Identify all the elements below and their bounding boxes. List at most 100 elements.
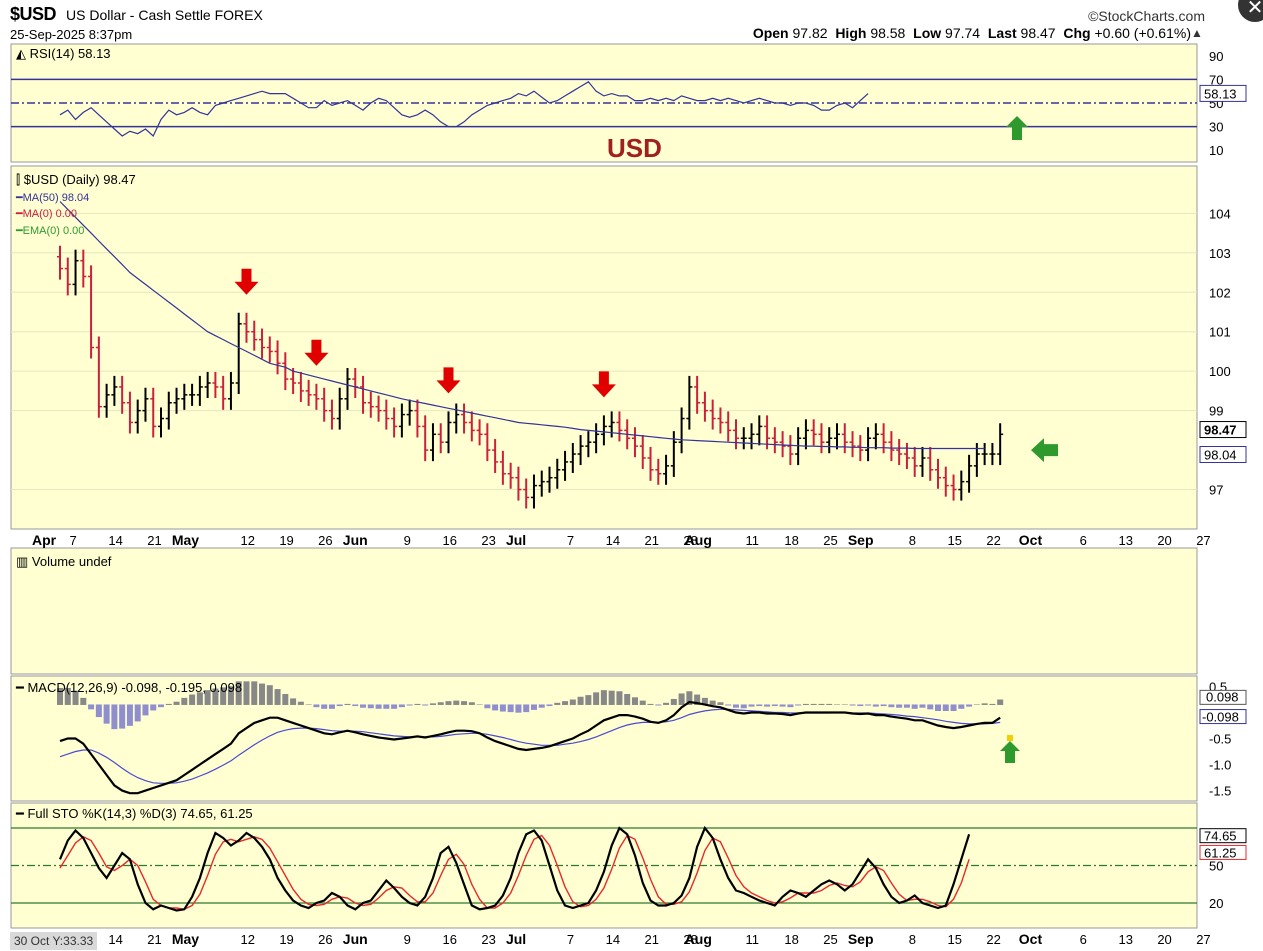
macd-histogram-bar	[655, 704, 662, 706]
sto-k-line	[58, 825, 971, 912]
macd-histogram-bar	[546, 704, 553, 707]
macd-histogram-bar	[134, 704, 141, 722]
sto-tick-label: 20	[1209, 896, 1223, 911]
macd-histogram-bar	[297, 701, 304, 705]
macd-histogram-bar	[375, 704, 382, 709]
last-label: Last	[987, 25, 1017, 41]
x-month-label: Jul	[506, 532, 526, 548]
macd-histogram-bar	[429, 703, 436, 705]
macd-histogram-bar	[282, 694, 289, 705]
red-down-arrow-icon	[591, 371, 616, 398]
macd-histogram-bar	[624, 694, 631, 705]
macd-histogram-bar	[927, 704, 934, 710]
x-day-label: 14	[108, 932, 122, 947]
x-day-label: 7	[567, 932, 574, 947]
quote-summary: Open 97.82 High 98.58 Low 97.74 Last 98.…	[753, 25, 1191, 41]
macd-histogram-bar	[181, 697, 188, 705]
macd-histogram-bar	[212, 688, 219, 705]
chg-value: +0.60 (+0.61%)	[1094, 25, 1191, 41]
macd-histogram-bar	[600, 690, 607, 705]
macd-histogram-bar	[795, 704, 802, 706]
rsi-tick-label: 10	[1209, 143, 1223, 158]
collapse-caret-icon[interactable]: ▲	[1191, 26, 1203, 40]
macd-histogram-bar	[414, 703, 421, 705]
macd-histogram-bar	[383, 704, 390, 709]
macd-histogram-bar	[367, 704, 374, 709]
x-day-label: 19	[279, 932, 293, 947]
macd-histogram-bar	[321, 704, 328, 709]
macd-histogram-bar	[989, 703, 996, 705]
macd-histogram-bar	[406, 704, 413, 706]
sto-tick-label: 50	[1209, 859, 1223, 874]
ma50-line	[59, 201, 985, 450]
sto-d-box	[1199, 844, 1247, 860]
x-day-label: 19	[279, 533, 293, 548]
x-day-label: 6	[1080, 932, 1087, 947]
x-day-label: 26	[318, 932, 332, 947]
rsi-last-label: 58.13	[1204, 86, 1237, 101]
x-day-label: 8	[909, 932, 916, 947]
x-day-label: 26	[318, 533, 332, 548]
macd-histogram-bar	[274, 689, 281, 705]
x-day-label: 9	[404, 932, 411, 947]
x-day-label: 22	[986, 533, 1000, 548]
macd-histogram-bar	[562, 701, 569, 705]
green-up-arrow-icon	[1006, 116, 1028, 140]
x-day-label: 23	[481, 533, 495, 548]
macd-histogram-bar	[227, 686, 234, 705]
macd-line	[59, 700, 1001, 795]
price-last-box	[1199, 421, 1247, 439]
macd-histogram-bar	[709, 700, 716, 705]
macd-histogram-bar	[468, 702, 475, 705]
x-day-label: 28	[683, 932, 697, 947]
macd-histogram-bar	[530, 704, 537, 710]
macd-histogram-bar	[608, 690, 615, 705]
x-day-label: 15	[948, 932, 962, 947]
macd-last-label: 0.098	[1206, 689, 1239, 704]
macd-histogram-bar	[360, 704, 367, 708]
yellow-marker	[1007, 735, 1013, 741]
macd-histogram-bar	[903, 704, 910, 708]
x-day-label: 15	[948, 533, 962, 548]
macd-histogram-bar	[593, 692, 600, 705]
x-day-label: 18	[784, 932, 798, 947]
macd-histogram-bar	[422, 704, 429, 706]
macd-histogram-bar	[966, 704, 973, 707]
macd-signal-label: -0.098	[1202, 710, 1239, 725]
x-day-label: 14	[606, 533, 620, 548]
x-month-label: Sep	[848, 931, 874, 947]
macd-histogram-bar	[259, 683, 266, 705]
source-link[interactable]: ©StockCharts.com	[1088, 8, 1205, 24]
close-icon[interactable]: ✕	[1238, 0, 1263, 22]
macd-histogram-bar	[919, 704, 926, 708]
macd-histogram-bar	[701, 697, 708, 705]
macd-histogram-bar	[740, 704, 747, 709]
macd-histogram-bar	[111, 704, 118, 730]
sto-title: ━ Full STO %K(14,3) %D(3) 74.65, 61.25	[15, 806, 253, 821]
macd-histogram-bar	[251, 681, 258, 705]
legend-ma0: ━MA(0) 0.00	[15, 208, 77, 220]
macd-histogram-bar	[57, 687, 63, 705]
x-day-label: 28	[683, 533, 697, 548]
macd-histogram-bar	[841, 704, 848, 705]
macd-histogram-bar	[686, 691, 693, 705]
x-day-label: 27	[1196, 533, 1210, 548]
x-day-label: 16	[443, 533, 457, 548]
macd-histogram-bar	[220, 687, 227, 705]
instrument-name: US Dollar - Cash Settle FOREX	[66, 7, 263, 23]
x-month-label: Oct	[1019, 532, 1043, 548]
green-up-arrow-icon	[1000, 741, 1020, 763]
macd-histogram-bar	[911, 704, 918, 709]
rsi-line	[59, 81, 869, 137]
macd-histogram-bar	[266, 685, 273, 705]
macd-histogram-bar	[336, 704, 343, 707]
ma-last-box	[1199, 446, 1247, 464]
macd-histogram-bar	[158, 704, 165, 708]
macd-histogram-bar	[80, 697, 87, 705]
macd-histogram-bar	[476, 704, 483, 705]
sto-d-line	[59, 834, 970, 911]
macd-histogram-bar	[461, 701, 468, 705]
macd-histogram-bar	[764, 704, 771, 707]
macd-histogram-bar	[857, 704, 864, 707]
macd-histogram-bar	[616, 691, 623, 705]
